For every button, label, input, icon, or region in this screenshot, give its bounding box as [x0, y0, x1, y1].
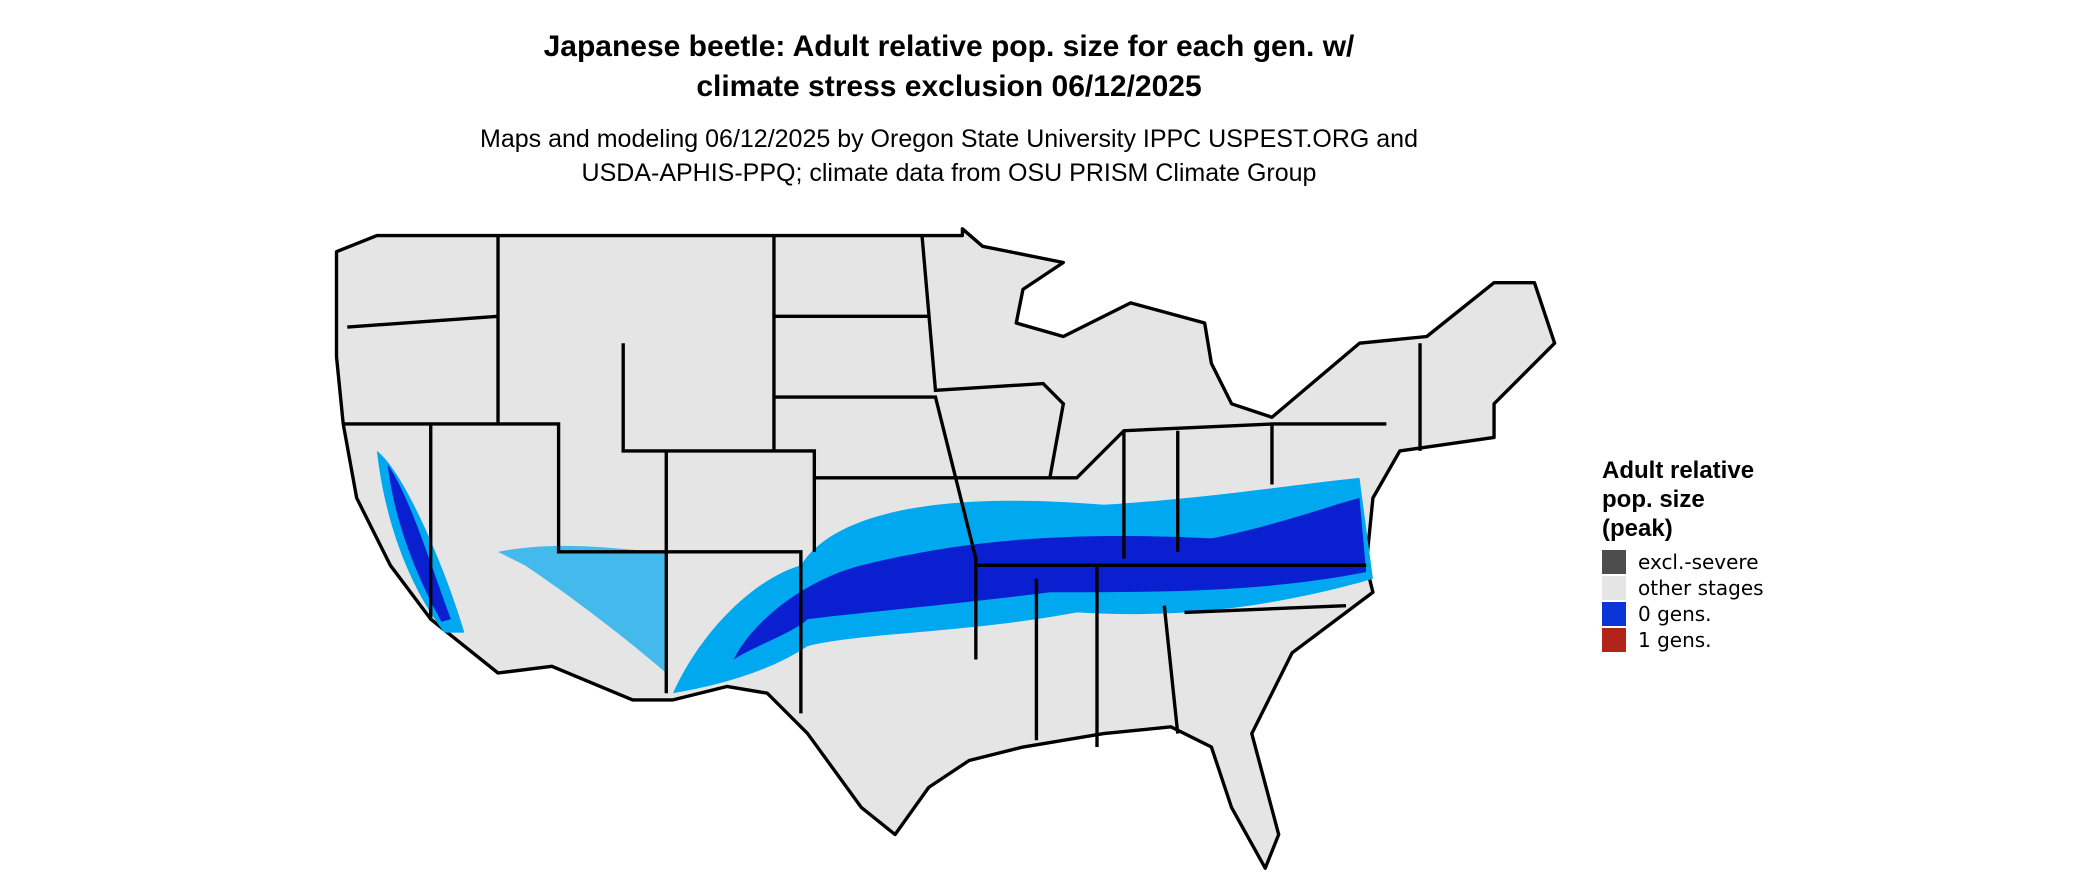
- legend-label: 1 gens.: [1638, 628, 1712, 652]
- state-borders: [343, 235, 1422, 748]
- subtitle-line: Maps and modeling 06/12/2025 by Oregon S…: [480, 125, 1418, 153]
- legend-title: pop. size: [1602, 486, 1705, 513]
- title-line: Japanese beetle: Adult relative pop. siz…: [544, 30, 1355, 63]
- title-line: climate stress exclusion 06/12/2025: [696, 70, 1201, 103]
- legend-swatch: [1602, 602, 1626, 626]
- subtitle-line: USDA-APHIS-PPQ; climate data from OSU PR…: [582, 159, 1317, 187]
- legend-swatch: [1602, 550, 1626, 574]
- legend-swatch: [1602, 576, 1626, 600]
- legend-label: excl.-severe: [1638, 550, 1759, 574]
- legend-label: 0 gens.: [1638, 602, 1712, 626]
- legend-label: other stages: [1638, 576, 1764, 600]
- legend-title: Adult relative: [1602, 457, 1754, 484]
- legend-title: (peak): [1602, 515, 1673, 542]
- us-map: [334, 227, 1557, 870]
- pest-range: [376, 450, 1373, 694]
- legend: Adult relative pop. size (peak) excl.-se…: [1602, 457, 1764, 652]
- legend-swatch: [1602, 628, 1626, 652]
